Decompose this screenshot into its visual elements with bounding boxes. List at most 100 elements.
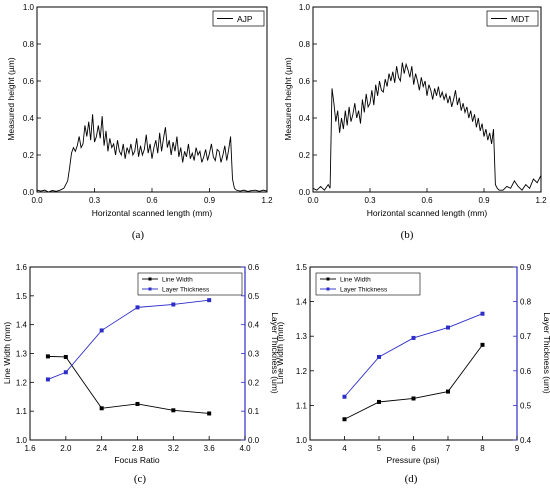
y-tick-label: 1.0 [16, 436, 28, 445]
y-tick-label: 0.8 [23, 40, 35, 49]
legend-box [137, 272, 243, 296]
x-tick-label: 0.3 [89, 196, 101, 205]
y-tick-label: 0.4 [299, 114, 311, 123]
x-tick-label: 0.9 [478, 196, 490, 205]
legend-label: Line Width [340, 276, 371, 283]
x-tick-label: 7 [446, 444, 451, 453]
y-tick-label: 1.0 [23, 3, 35, 12]
series-line-0 [344, 344, 483, 420]
chart-panel-a: 0.0 0.3 0.6 0.9 1.2 0.0 0.2 0.4 0.6 0.8 1.0 Horizon… [6, 3, 273, 241]
y2-tick-label: 0.0 [248, 436, 260, 445]
data-point [480, 342, 485, 347]
y-tick-label: 1.4 [16, 321, 28, 330]
legend-box [212, 10, 265, 27]
panel-label: (b) [401, 229, 414, 241]
y2-tick-label: 0.5 [520, 401, 532, 410]
panel-label: (c) [134, 473, 147, 485]
data-point [45, 377, 50, 382]
y-tick-label: 1.1 [296, 401, 308, 410]
x-tick-label: 1.2 [535, 196, 547, 205]
legend-label: Layer Thickness [162, 286, 210, 293]
y-tick-label: 1.5 [16, 292, 28, 301]
data-point [135, 401, 140, 406]
x-tick-label: 2.8 [132, 444, 144, 453]
y2-tick-label: 0.6 [520, 367, 532, 376]
chart-panel-d: 3 4 5 6 7 8 9 1.0 1.1 1.2 1.3 1.4 1.5 0.4 0.5 0.6 0.7 0.8… [275, 263, 550, 485]
x-tick-label: 0.9 [204, 196, 216, 205]
y-tick-label: 0.6 [299, 77, 311, 86]
legend-label: Layer Thickness [340, 286, 388, 293]
x-tick-label: 0.6 [146, 196, 158, 205]
chart-panel-c: 1.6 2.0 2.4 2.8 3.2 3.6 4.0 1.0 1.1 1.2 1.3 1.4 1.5 1… [2, 263, 280, 485]
y2-axis-label: Layer Thickness (um) [542, 312, 550, 394]
x-tick-label: 2.4 [96, 444, 108, 453]
y2-tick-label: 0.6 [248, 263, 260, 272]
data-point [377, 399, 381, 404]
y2-tick-label: 0.2 [248, 378, 260, 387]
data-point [63, 354, 68, 359]
y2-tick-label: 0.7 [520, 332, 532, 341]
y2-tick-label: 0.4 [520, 436, 532, 445]
x-tick-label: 3 [308, 444, 313, 453]
y-tick-label: 1.3 [296, 332, 308, 341]
data-point [411, 335, 416, 340]
series-line-0 [36, 114, 268, 193]
legend-marker [148, 277, 152, 281]
data-point [480, 311, 485, 316]
plot-frame [36, 6, 268, 193]
data-point [135, 305, 140, 310]
x-tick-label: 4.0 [239, 444, 251, 453]
series-line-1 [47, 299, 210, 380]
y-tick-label: 0.0 [23, 188, 35, 197]
data-point [45, 354, 50, 359]
legend-marker [326, 287, 330, 291]
x-tick-label: 6 [411, 444, 416, 453]
x-axis-label: Pressure (psi) [387, 455, 440, 465]
y-axis-label: Measured height (µm) [6, 57, 16, 140]
y-tick-label: 1.3 [16, 350, 28, 359]
x-tick-label: 8 [480, 444, 485, 453]
x-tick-label: 0.0 [307, 196, 319, 205]
y2-tick-label: 0.5 [248, 292, 260, 301]
y2-tick-label: 0.1 [248, 407, 260, 416]
data-point [171, 408, 176, 413]
x-tick-label: 0.0 [31, 196, 43, 205]
legend-label: MDT [511, 14, 529, 24]
data-point [342, 417, 347, 422]
y-axis-label: Line Width (mm) [2, 322, 12, 385]
legend-label: Line Width [162, 276, 193, 283]
y-tick-label: 1.2 [16, 378, 28, 387]
y-tick-label: 1.6 [16, 263, 28, 272]
data-point [63, 370, 68, 375]
data-point [411, 396, 416, 401]
y-tick-label: 1.5 [296, 263, 308, 272]
y2-axis-label: Layer Thickness (um) [270, 312, 280, 394]
y2-tick-label: 0.3 [248, 350, 260, 359]
data-point [446, 325, 450, 330]
x-tick-label: 9 [515, 444, 520, 453]
y-tick-label: 0.4 [23, 114, 35, 123]
legend-label: AJP [237, 14, 253, 24]
data-point [342, 394, 347, 399]
y-axis-label: Measured height (µm) [283, 57, 293, 140]
series-line-1 [344, 313, 483, 398]
x-tick-label: 5 [377, 444, 382, 453]
data-point [207, 298, 212, 303]
y-tick-label: 1.0 [296, 436, 308, 445]
x-tick-label: 1.6 [24, 444, 36, 453]
x-tick-label: 1.2 [261, 196, 273, 205]
y-tick-label: 0.0 [299, 188, 311, 197]
x-tick-label: 0.3 [364, 196, 376, 205]
data-point [207, 411, 212, 416]
y2-tick-label: 0.9 [520, 263, 532, 272]
data-point [99, 328, 104, 333]
x-axis-label: Horizontal scanned length (mm) [92, 208, 213, 218]
legend-box [315, 272, 421, 296]
chart-panel-b: 0.0 0.3 0.6 0.9 1.2 0.0 0.2 0.4 0.6 0.8 1.0 Horizon… [283, 3, 547, 241]
x-tick-label: 3.6 [204, 444, 216, 453]
data-point [99, 406, 104, 411]
x-axis-label: Focus Ratio [114, 455, 160, 465]
data-point [446, 389, 450, 394]
x-tick-label: 2.0 [60, 444, 72, 453]
